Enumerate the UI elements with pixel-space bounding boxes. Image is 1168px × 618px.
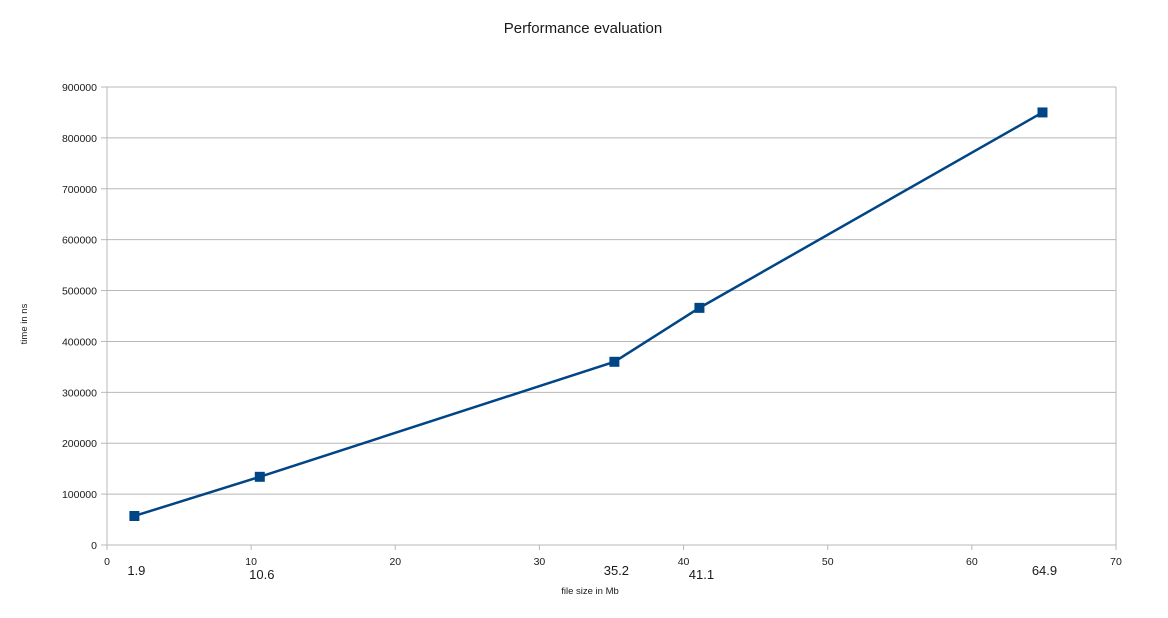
y-tick-label: 300000 [62, 387, 97, 399]
series-line [134, 111, 1044, 518]
y-tick-label: 600000 [62, 235, 97, 247]
x-tick-label: 10 [245, 556, 257, 568]
x-axis-label: file size in Mb [561, 586, 619, 597]
y-tick-label: 200000 [62, 438, 97, 450]
axes [101, 86, 1117, 550]
x-value-annotation: 64.9 [1032, 563, 1057, 578]
x-value-annotation: 41.1 [689, 567, 714, 582]
x-tick-label: 0 [104, 556, 110, 568]
series [129, 107, 1048, 521]
x-tick-label: 60 [966, 556, 978, 568]
grid-lines [107, 86, 1116, 546]
x-tick-label: 20 [389, 556, 401, 568]
x-value-annotation: 1.9 [127, 563, 145, 578]
data-point-marker [609, 356, 620, 367]
data-point-marker [254, 471, 265, 482]
y-tick-label: 0 [91, 540, 97, 552]
y-tick-label: 400000 [62, 336, 97, 348]
x-tick-label: 30 [534, 556, 546, 568]
x-tick-label: 50 [822, 556, 834, 568]
y-axis-label: time in ns [19, 303, 30, 344]
y-tick-label: 700000 [62, 184, 97, 196]
x-value-annotation: 35.2 [604, 563, 629, 578]
x-tick-label: 40 [678, 556, 690, 568]
data-point-marker [129, 510, 140, 521]
y-tick-label: 900000 [62, 82, 97, 94]
chart-title: Performance evaluation [504, 20, 662, 37]
y-tick-labels: 0 100000 200000 300000 400000 500000 600000 700… [62, 82, 97, 552]
data-point-marker [694, 302, 705, 313]
x-value-annotation: 10.6 [249, 567, 274, 582]
data-point-marker [1037, 107, 1048, 118]
annotations: 1.9 10.6 35.2 41.1 64.9 [127, 563, 1057, 582]
y-tick-label: 100000 [62, 489, 97, 501]
y-tick-label: 500000 [62, 286, 97, 298]
x-tick-label: 70 [1110, 556, 1122, 568]
y-tick-label: 800000 [62, 133, 97, 145]
x-tick-labels: 0 10 20 30 40 50 60 70 [104, 556, 1122, 568]
